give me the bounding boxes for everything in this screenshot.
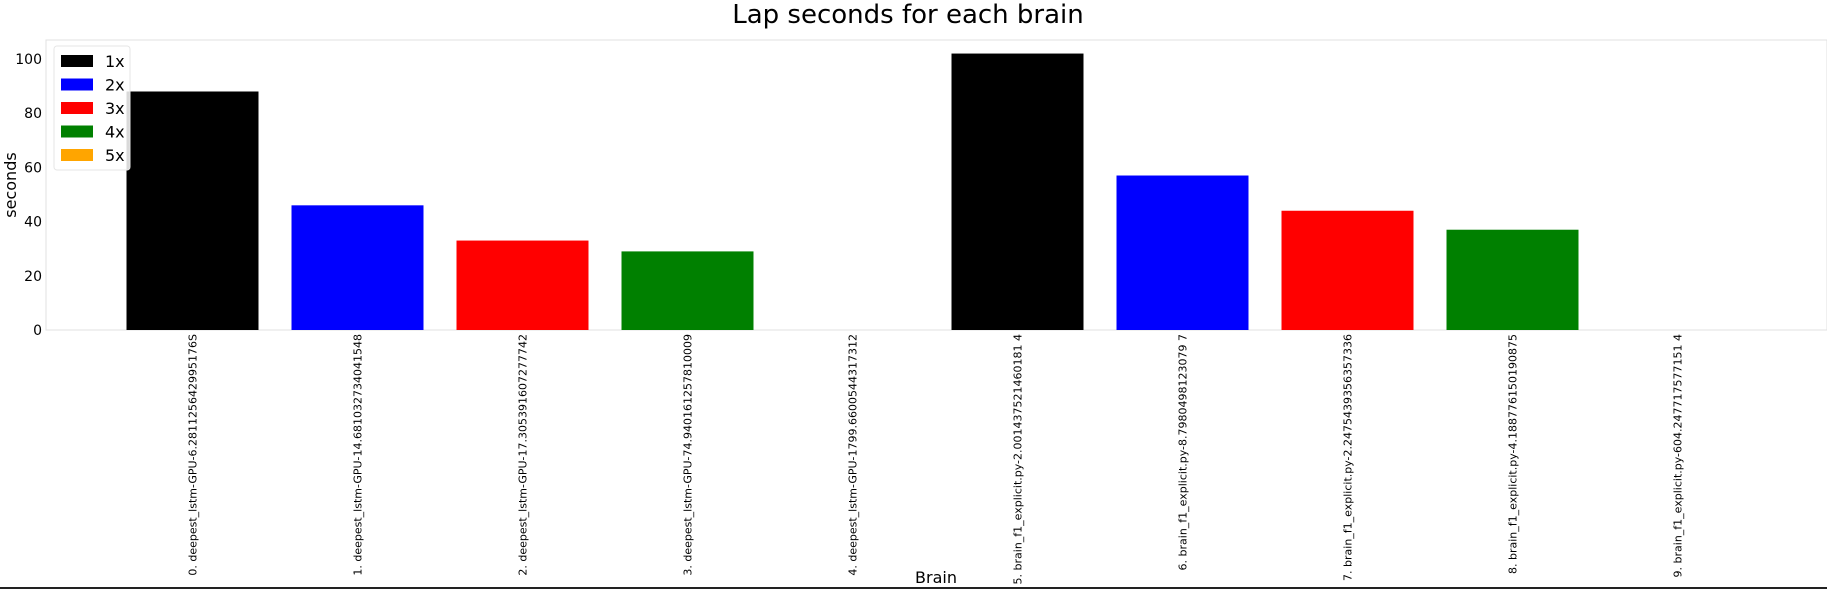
legend-swatch [61, 102, 93, 114]
legend-swatch [61, 149, 93, 161]
y-tick-label: 20 [24, 269, 42, 285]
bar [126, 91, 259, 330]
bar [621, 251, 754, 330]
x-tick-label: 7. brain_f1_explicit.py-2.24754393563573… [1342, 334, 1355, 581]
y-axis-label: seconds [1, 152, 20, 217]
legend-label: 3x [105, 99, 125, 118]
x-tick-label: 6. brain_f1_explicit.py-8.7980498123079 … [1177, 334, 1190, 570]
y-tick-label: 80 [24, 106, 42, 122]
legend-swatch [61, 55, 93, 67]
x-tick-label: 0. deepest_lstm-GPU-6.281125642995176S [187, 334, 200, 576]
x-axis: 0. deepest_lstm-GPU-6.281125642995176S 1.… [187, 334, 1685, 584]
bar [1281, 210, 1414, 330]
legend-swatch [61, 125, 93, 138]
y-tick-label: 0 [33, 323, 42, 339]
x-tick-label: 9. brain_f1_explicit.py-604.247717577151… [1672, 334, 1685, 577]
bars-group [126, 53, 1579, 331]
legend-label: 1x [105, 52, 125, 71]
legend-swatch [61, 78, 93, 91]
x-tick-label: 8. brain_f1_explicit.py-4.18877615019087… [1507, 334, 1520, 574]
bar [951, 53, 1084, 331]
legend-label: 5x [105, 146, 125, 165]
legend-label: 2x [105, 76, 125, 95]
bar [1446, 229, 1579, 330]
x-tick-label: 5. brain_f1_explicit.py-2.00143752146018… [1012, 334, 1025, 584]
plot-frame [45, 39, 1827, 331]
legend: 1x 2x 3x 4x 5x [53, 45, 131, 171]
x-tick-label: 2. deepest_lstm-GPU-17.305391607277742 [517, 334, 530, 576]
y-tick-label: 40 [24, 215, 42, 231]
bar [291, 205, 424, 330]
x-tick-label: 1. deepest_lstm-GPU-14.681032734041548 [352, 334, 365, 576]
legend-label: 4x [105, 123, 125, 142]
bottom-divider [0, 587, 1827, 589]
x-tick-label: 3. deepest_lstm-GPU-74.940161257810009 [682, 334, 695, 576]
y-tick-label: 100 [15, 52, 42, 68]
x-axis-label: Brain [915, 568, 957, 587]
y-tick-label: 60 [24, 160, 42, 176]
chart-title: Lap seconds for each brain [732, 0, 1084, 30]
bar [1116, 175, 1249, 330]
bar [456, 240, 589, 330]
x-tick-label: 4. deepest_lstm-GPU-1799.6600544317312 [847, 334, 860, 576]
y-axis: 0 20 40 60 80 100 [15, 52, 42, 339]
